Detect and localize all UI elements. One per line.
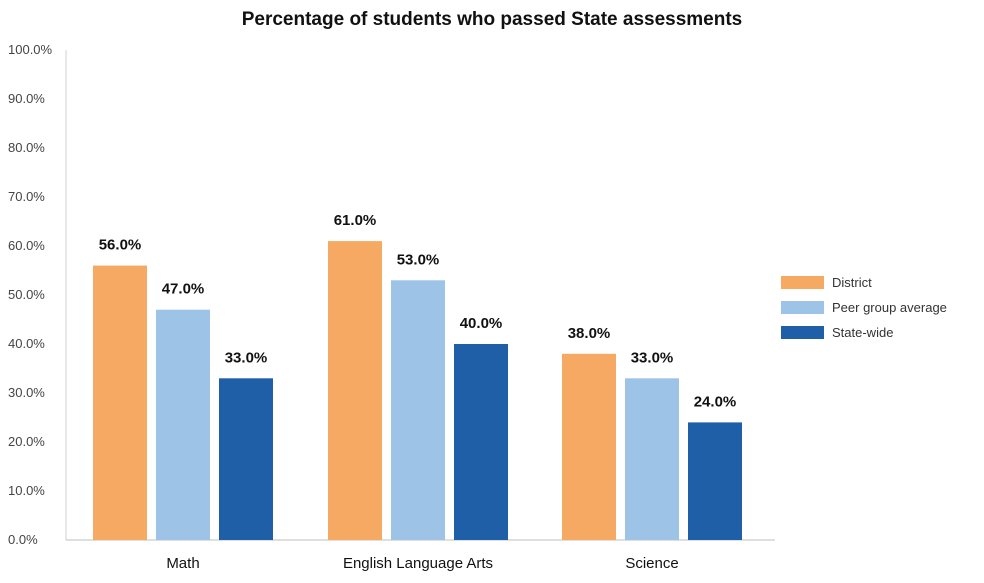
legend-swatch [781,326,824,339]
bar-peer-group-average-science [625,378,679,540]
data-label: 33.0% [225,349,268,366]
bar-district-english-language-arts [328,241,382,540]
bar-state-wide-science [688,422,742,540]
y-tick-label: 70.0% [8,189,45,204]
data-label: 24.0% [694,393,737,410]
y-axis-ticks: 0.0% 10.0% 20.0% 30.0% 40.0% 50.0% 60.0% 70.0% 8… [8,42,53,547]
x-axis-categories: Math English Language Arts Science [166,555,678,572]
data-label: 61.0% [334,212,377,229]
bar-peer-group-average-english-language-arts [391,280,445,540]
x-category-label: Science [625,555,678,572]
bar-district-science [562,353,616,540]
data-label: 47.0% [162,281,205,298]
x-category-label: Math [166,555,199,572]
y-tick-label: 50.0% [8,287,45,302]
legend-label: District [832,275,872,290]
bars [93,241,742,540]
data-label: 53.0% [397,251,440,268]
data-label: 38.0% [568,325,611,342]
chart-title: Percentage of students who passed State … [242,9,743,30]
legend-swatch [781,301,824,314]
y-tick-label: 0.0% [8,532,38,547]
legend: District Peer group average State-wide [781,275,947,340]
y-tick-label: 60.0% [8,238,45,253]
data-label: 40.0% [460,315,503,332]
data-label: 56.0% [99,237,142,254]
legend-label: State-wide [832,325,893,340]
y-tick-label: 40.0% [8,336,45,351]
data-labels: 56.0% 47.0% 33.0% 61.0% 53.0% 40.0% 38.0% 33.0%… [99,212,737,410]
y-tick-label: 30.0% [8,385,45,400]
y-tick-label: 90.0% [8,91,45,106]
y-tick-label: 80.0% [8,140,45,155]
y-tick-label: 10.0% [8,483,45,498]
y-tick-label: 100.0% [8,42,53,57]
bar-state-wide-english-language-arts [454,344,508,540]
bar-state-wide-math [219,378,273,540]
y-tick-label: 20.0% [8,434,45,449]
data-label: 33.0% [631,349,674,366]
bar-peer-group-average-math [156,309,210,540]
legend-label: Peer group average [832,300,947,315]
bar-district-math [93,265,147,540]
legend-swatch [781,276,824,289]
x-category-label: English Language Arts [343,555,493,572]
